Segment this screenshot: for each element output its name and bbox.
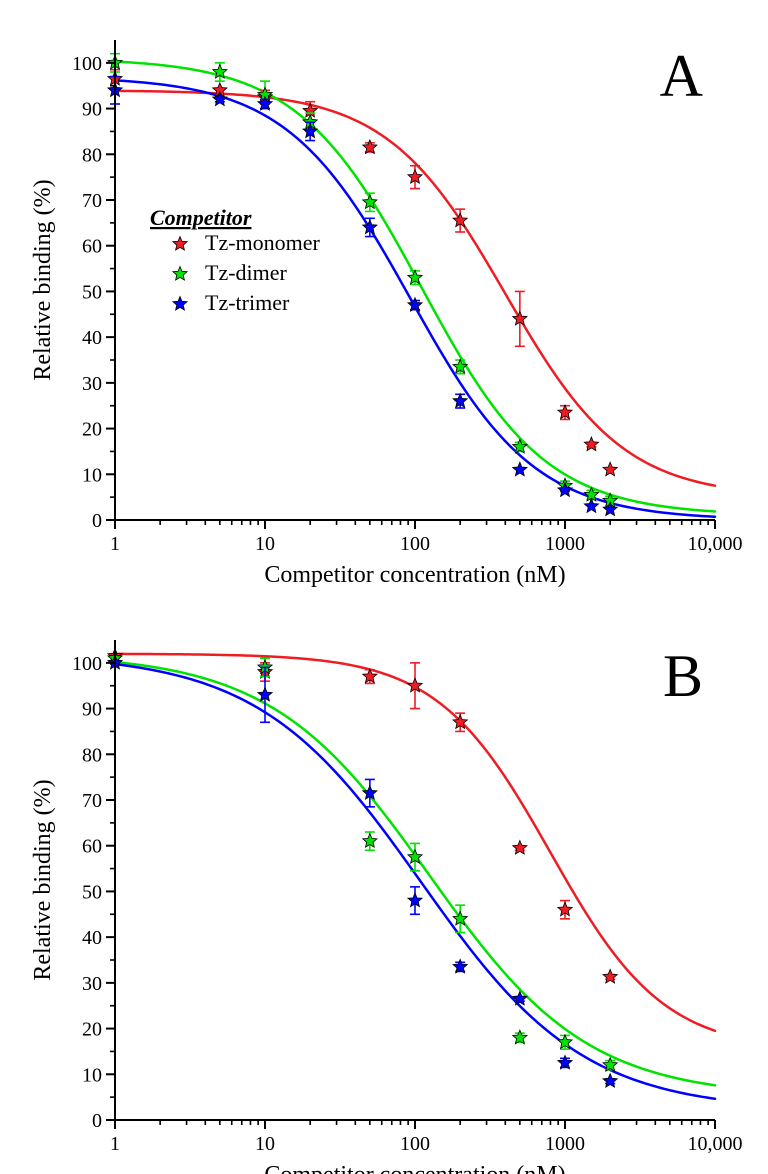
fit-curve: [115, 654, 715, 1031]
x-tick-label: 100: [400, 1133, 430, 1155]
data-marker: [603, 462, 617, 476]
panel-letter: B: [663, 643, 703, 709]
x-axis-label: Competitor concentration (nM): [264, 1162, 565, 1174]
x-tick-label: 10,000: [688, 1133, 743, 1155]
figure-svg: 0102030405060708090100110100100010,000Re…: [0, 0, 768, 1174]
x-tick-label: 1: [110, 1133, 120, 1155]
y-tick-label: 90: [82, 99, 102, 121]
legend-title: Competitor: [150, 205, 252, 230]
y-tick-label: 50: [82, 281, 102, 303]
y-tick-label: 80: [82, 744, 102, 766]
legend-item-label: Tz-trimer: [205, 290, 290, 315]
y-tick-label: 10: [82, 464, 102, 486]
panel-A: 0102030405060708090100110100100010,000Re…: [30, 40, 743, 588]
data-marker: [603, 969, 617, 983]
data-marker: [584, 499, 598, 513]
legend-marker: [173, 297, 187, 311]
x-tick-label: 10,000: [688, 533, 743, 555]
y-tick-label: 40: [82, 327, 102, 349]
x-tick-label: 10: [255, 1133, 275, 1155]
y-tick-label: 50: [82, 881, 102, 903]
legend-item-label: Tz-dimer: [205, 260, 288, 285]
y-tick-label: 70: [82, 790, 102, 812]
y-tick-label: 100: [72, 653, 102, 675]
y-tick-label: 0: [92, 1110, 102, 1132]
legend-marker: [173, 237, 187, 251]
y-tick-label: 80: [82, 144, 102, 166]
panel-B: 0102030405060708090100110100100010,000Re…: [30, 640, 743, 1174]
y-tick-label: 30: [82, 973, 102, 995]
fit-curve: [115, 664, 715, 1099]
y-tick-label: 40: [82, 927, 102, 949]
data-marker: [584, 437, 598, 451]
legend-item-label: Tz-monomer: [205, 230, 321, 255]
y-tick-label: 20: [82, 419, 102, 441]
y-tick-label: 20: [82, 1019, 102, 1041]
data-marker: [603, 1074, 617, 1088]
x-tick-label: 10: [255, 533, 275, 555]
x-tick-label: 100: [400, 533, 430, 555]
x-axis-label: Competitor concentration (nM): [264, 562, 565, 588]
y-axis-label: Relative binding (%): [30, 179, 56, 380]
y-tick-label: 70: [82, 190, 102, 212]
y-tick-label: 0: [92, 510, 102, 532]
y-axis-label: Relative binding (%): [30, 779, 56, 980]
x-tick-label: 1: [110, 533, 120, 555]
legend: CompetitorTz-monomer Tz-dimer Tz-trimer: [150, 205, 321, 315]
x-tick-label: 1000: [545, 533, 585, 555]
fit-curve: [115, 62, 715, 512]
y-tick-label: 60: [82, 236, 102, 258]
y-tick-label: 10: [82, 1064, 102, 1086]
y-tick-label: 60: [82, 836, 102, 858]
figure-container: 0102030405060708090100110100100010,000Re…: [0, 0, 768, 1174]
y-tick-label: 90: [82, 699, 102, 721]
y-tick-label: 30: [82, 373, 102, 395]
y-tick-label: 100: [72, 53, 102, 75]
legend-marker: [173, 267, 187, 281]
fit-curve: [115, 91, 715, 486]
data-marker: [513, 462, 527, 476]
data-marker: [513, 841, 527, 855]
x-tick-label: 1000: [545, 1133, 585, 1155]
panel-letter: A: [660, 43, 703, 109]
